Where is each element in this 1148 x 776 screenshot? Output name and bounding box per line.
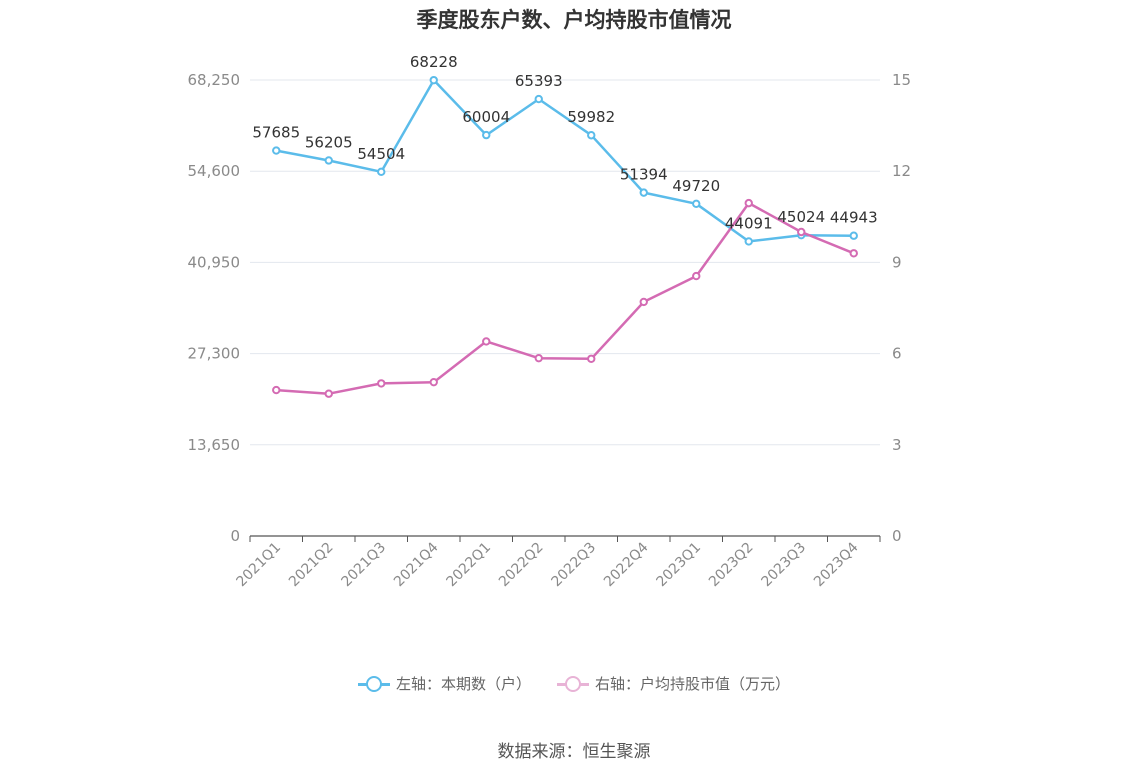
chart-title: 季度股东户数、户均持股市值情况 [416,8,732,32]
x-tick-label: 2023Q1 [653,540,704,591]
x-tick-label: 2022Q2 [496,540,547,591]
y-right-tick-label: 9 [892,253,902,271]
series-2-point [429,377,438,387]
data-label: 44091 [725,214,773,232]
series-line-1 [276,78,854,243]
x-tick-label: 2022Q1 [443,540,494,591]
y-right-tick-label: 0 [892,527,902,545]
series-2-point [534,353,543,363]
y-right-tick-label: 12 [892,162,911,180]
legend-label: 右轴：户均持股市值（万元） [595,675,791,693]
series-line-2 [276,201,855,395]
x-tick-label: 2021Q1 [233,540,284,591]
data-label: 56205 [305,133,353,151]
data-label: 65393 [515,72,563,90]
series-1-point [377,167,386,177]
y-left-tick-label: 27,300 [188,345,241,363]
x-tick-label: 2022Q4 [601,539,652,590]
series-1-point [692,199,701,209]
series-2-point [849,249,858,258]
y-right-tick-label: 3 [892,436,902,454]
series-1-point [639,188,648,197]
grid-lines [250,79,880,446]
series-2-point [377,379,386,388]
data-label: 54504 [357,145,405,163]
data-label: 59982 [567,108,615,126]
x-tick-label: 2023Q3 [758,540,809,591]
legend-swatch [357,675,390,692]
series-1-point [744,237,753,246]
data-label: 68228 [410,53,458,71]
series-1-point [272,146,281,155]
x-tick-label: 2021Q4 [391,539,442,590]
series-1-point [482,130,491,140]
legend: 左轴：本期数（户） 右轴：户均持股市值（万元） [0,673,1148,694]
series-2-point [482,337,491,346]
source-note: 数据来源：恒生聚源 [497,742,651,762]
series-2-point [587,354,596,363]
data-label: 44943 [830,209,878,227]
y-left-tick-label: 40,950 [188,253,241,271]
data-label: 57685 [252,124,300,142]
series-1-point [429,75,438,85]
y-right-tick-label: 15 [892,71,911,89]
chart-plot: 0 0 13,650 3 27,300 6 40,950 9 54,600 12 68,250 15 2… [188,53,912,590]
x-tick-label: 2023Q2 [706,540,757,591]
series-2-point [324,389,333,398]
data-label: 60004 [462,108,510,126]
data-label: 51394 [620,166,668,184]
series-1-point [849,231,858,240]
series [272,75,858,398]
legend-swatch [557,675,589,692]
y-left-tick-label: 13,650 [188,436,241,454]
legend-item-2[interactable]: 右轴：户均持股市值（万元） [557,673,790,694]
series-1-point [534,94,543,104]
series-2-point [797,227,806,237]
data-label: 49720 [672,177,720,195]
series-2-point [272,385,281,395]
series-2-point [692,271,701,281]
y-right-tick-label: 6 [892,345,902,363]
y-left-tick-label: 68,250 [188,71,241,89]
data-label: 45024 [777,208,825,226]
y-left-tick-label: 54,600 [188,162,241,180]
legend-label: 左轴：本期数（户） [395,675,531,693]
series-1-point [324,156,333,165]
x-tick-label: 2022Q3 [548,540,599,591]
x-tick-label: 2023Q4 [811,539,862,590]
series-2-point [744,198,753,208]
series-1-point [587,131,596,140]
x-tick-label: 2021Q2 [286,540,337,591]
x-tick-label: 2021Q3 [338,540,389,591]
y-left-tick-label: 0 [230,527,240,545]
legend-item-1[interactable]: 左轴：本期数（户） [357,673,531,694]
series-2-point [639,297,648,307]
axes: 0 0 13,650 3 27,300 6 40,950 9 54,600 12 68,250 15 2… [188,71,912,590]
